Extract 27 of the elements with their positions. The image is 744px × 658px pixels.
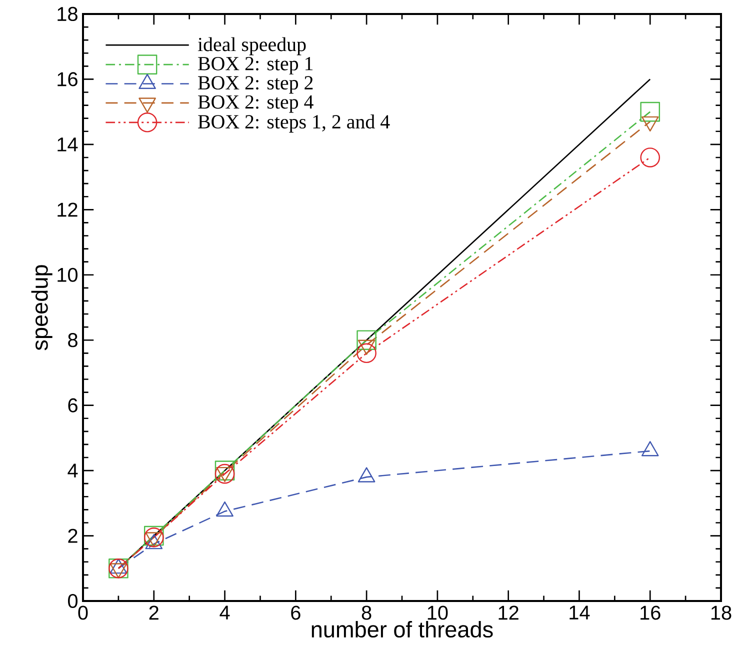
legend-label: BOX 2: step 2 bbox=[198, 76, 313, 94]
y-tick-label: 10 bbox=[58, 268, 78, 282]
y-tick-label: 16 bbox=[58, 72, 78, 86]
x-axis-title: number of threads bbox=[312, 620, 493, 638]
legend-label: BOX 2: step 4 bbox=[198, 95, 314, 113]
y-axis-title: speedup bbox=[31, 265, 52, 350]
x-tick-label: 0 bbox=[78, 606, 88, 620]
x-tick-label: 2 bbox=[149, 606, 158, 620]
x-tick-label: 10 bbox=[428, 606, 448, 620]
legend-label: ideal speedup bbox=[198, 37, 306, 56]
y-tick-label: 4 bbox=[68, 464, 78, 478]
x-tick-label: 14 bbox=[570, 606, 590, 620]
y-tick-label: 14 bbox=[58, 138, 78, 152]
y-tick-label: 12 bbox=[58, 202, 78, 217]
x-tick-label: 8 bbox=[362, 606, 372, 620]
legend-label: BOX 2: steps 1, 2 and 4 bbox=[198, 114, 390, 133]
y-tick-label: 8 bbox=[68, 333, 78, 348]
x-tick-label: 16 bbox=[640, 606, 660, 620]
y-tick-label: 2 bbox=[68, 528, 78, 543]
legend-label: BOX 2: step 1 bbox=[198, 56, 313, 74]
x-tick-label: 12 bbox=[498, 606, 518, 620]
y-tick-label: 0 bbox=[68, 594, 78, 608]
x-tick-label: 4 bbox=[220, 606, 230, 620]
x-tick-label: 18 bbox=[711, 606, 732, 620]
y-tick-label: 6 bbox=[68, 398, 78, 412]
y-tick-label: 18 bbox=[58, 6, 78, 22]
x-tick-label: 6 bbox=[291, 606, 300, 620]
